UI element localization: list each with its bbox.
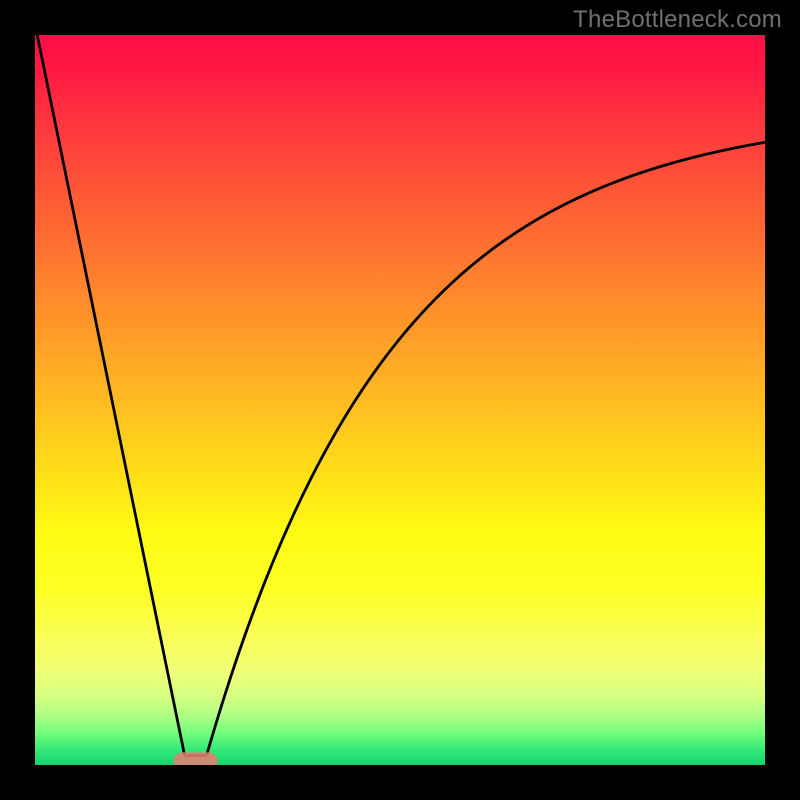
figure-container: TheBottleneck.com (0, 0, 800, 800)
watermark-text: TheBottleneck.com (573, 6, 782, 34)
bottleneck-chart (0, 0, 800, 800)
gradient-background (35, 35, 765, 765)
